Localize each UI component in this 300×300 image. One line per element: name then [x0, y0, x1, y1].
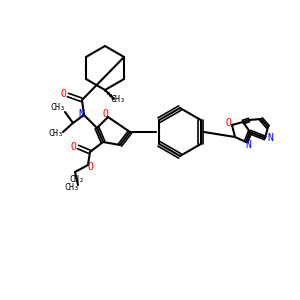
- Text: N: N: [245, 140, 251, 150]
- Text: CH₃: CH₃: [50, 103, 65, 112]
- Text: CH₃: CH₃: [64, 184, 80, 193]
- Text: O: O: [87, 162, 93, 172]
- Text: CH₃: CH₃: [110, 95, 125, 104]
- Text: O: O: [102, 109, 108, 119]
- Text: N: N: [267, 133, 273, 143]
- Text: O: O: [70, 142, 76, 152]
- Text: CH₃: CH₃: [49, 130, 64, 139]
- Text: CH₂: CH₂: [70, 176, 85, 184]
- Text: O: O: [60, 89, 66, 99]
- Text: N: N: [78, 109, 84, 119]
- Text: O: O: [225, 118, 231, 128]
